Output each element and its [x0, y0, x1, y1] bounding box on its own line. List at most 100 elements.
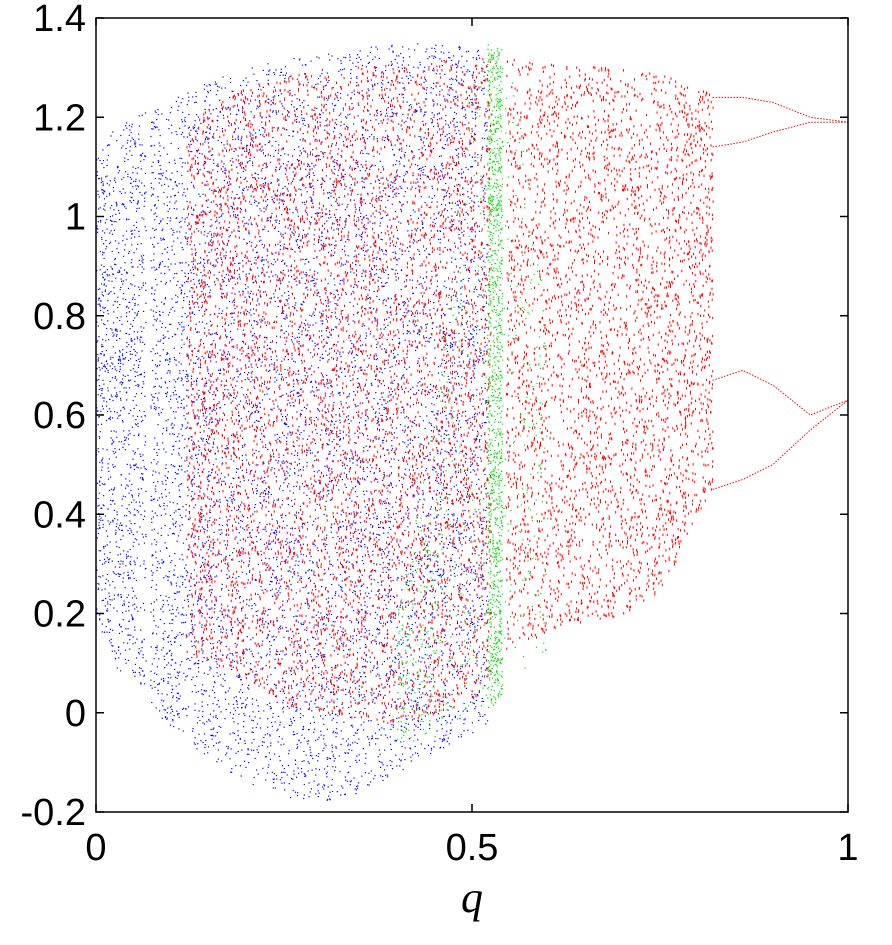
data-point: [408, 366, 410, 368]
data-point: [115, 201, 117, 203]
data-point: [208, 498, 210, 500]
data-point: [144, 577, 146, 579]
data-point: [279, 579, 281, 581]
data-point: [192, 260, 195, 262]
data-point: [305, 211, 307, 213]
data-point: [182, 584, 184, 586]
data-point: [306, 258, 308, 260]
data-point: [187, 657, 189, 660]
data-point: [119, 330, 121, 332]
data-point: [390, 458, 392, 460]
data-point: [105, 349, 107, 352]
data-point: [460, 176, 463, 179]
data-point: [291, 703, 293, 705]
data-point: [119, 553, 122, 555]
data-point: [249, 464, 251, 466]
data-point: [395, 175, 397, 177]
data-point: [315, 754, 317, 757]
data-point: [132, 590, 134, 592]
data-point: [391, 669, 393, 671]
data-point: [433, 114, 435, 116]
data-point: [199, 152, 201, 154]
data-point: [226, 445, 228, 447]
data-point: [270, 182, 272, 185]
data-point: [274, 300, 276, 302]
data-point: [279, 245, 282, 247]
data-point: [233, 478, 235, 480]
data-point: [231, 630, 233, 632]
data-point: [463, 585, 465, 587]
data-point: [365, 414, 367, 416]
data-point: [485, 610, 488, 612]
data-point: [362, 247, 365, 249]
data-point: [460, 588, 462, 590]
data-point: [278, 222, 280, 225]
data-point: [441, 592, 443, 594]
data-point: [176, 696, 178, 699]
data-point: [251, 406, 253, 409]
data-point: [110, 328, 112, 330]
data-point: [336, 450, 338, 452]
data-point: [281, 295, 283, 297]
data-point: [297, 746, 299, 748]
data-point: [360, 724, 362, 726]
data-point: [233, 150, 235, 152]
data-point: [112, 346, 114, 348]
data-point: [331, 347, 333, 349]
data-point: [235, 696, 237, 698]
data-point: [328, 556, 330, 558]
data-point: [276, 556, 278, 558]
data-point: [445, 395, 447, 397]
data-point: [449, 57, 451, 59]
data-point: [287, 290, 289, 293]
data-point: [103, 484, 105, 486]
data-point: [325, 500, 327, 502]
data-point: [317, 367, 319, 369]
data-point: [280, 93, 282, 95]
data-point: [277, 651, 279, 653]
data-point: [248, 230, 250, 232]
data-point: [439, 155, 441, 157]
data-point: [231, 301, 233, 303]
data-point: [344, 254, 347, 256]
data-point: [381, 584, 383, 586]
data-point: [213, 443, 215, 445]
data-point: [234, 283, 236, 285]
data-point: [232, 400, 234, 402]
data-point: [309, 449, 311, 451]
data-point: [463, 719, 465, 721]
data-point: [239, 278, 241, 280]
data-point: [423, 217, 425, 219]
data-point: [238, 273, 240, 276]
data-point: [276, 359, 278, 361]
data-point: [380, 332, 382, 334]
data-point: [112, 450, 114, 453]
data-point: [156, 599, 158, 601]
data-point: [187, 225, 189, 227]
data-point: [127, 530, 129, 532]
data-point: [431, 270, 433, 272]
data-point: [206, 599, 208, 601]
data-point: [419, 61, 421, 63]
data-point: [270, 217, 272, 219]
data-point: [297, 238, 299, 241]
data-point: [236, 675, 238, 677]
data-point: [482, 656, 485, 658]
data-point: [231, 157, 233, 160]
data-point: [267, 766, 269, 768]
data-point: [334, 216, 337, 219]
data-point: [269, 155, 271, 157]
data-point: [96, 482, 99, 484]
data-point: [266, 567, 268, 569]
data-point: [441, 700, 443, 702]
data-point: [294, 461, 296, 463]
data-point: [408, 512, 410, 514]
data-point: [154, 299, 156, 302]
data-point: [337, 341, 339, 343]
data-point: [338, 376, 340, 378]
data-point: [244, 705, 247, 707]
data-point: [481, 553, 483, 555]
data-point: [310, 656, 312, 658]
data-point: [371, 493, 373, 495]
data-point: [130, 283, 132, 285]
